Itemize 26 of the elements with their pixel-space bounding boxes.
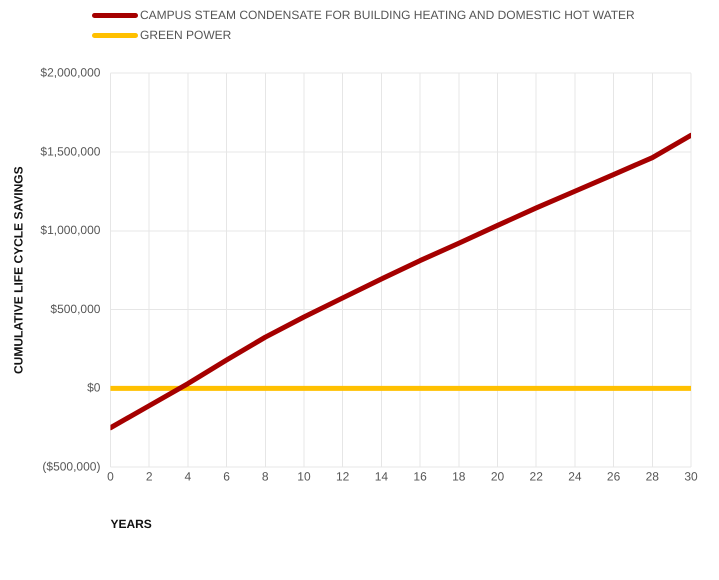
x-tick-label: 18 (452, 470, 466, 484)
x-tick-label: 22 (530, 470, 544, 484)
legend-label: CAMPUS STEAM CONDENSATE FOR BUILDING HEATING AND DOMESTIC HOT WATER (140, 8, 635, 22)
x-tick-label: 16 (413, 470, 428, 484)
x-tick-label: 30 (684, 470, 698, 484)
x-tick-label: 2 (146, 470, 153, 484)
x-axis-title: YEARS (110, 517, 152, 532)
x-tick-label: 26 (606, 470, 621, 484)
x-tick-label: 12 (336, 470, 350, 484)
y-axis-title: CUMULATIVE LIFE CYCLE SAVINGS (12, 166, 26, 374)
x-tick-label: 0 (107, 470, 114, 484)
y-tick-label: $500,000 (50, 302, 101, 316)
y-tick-label: $1,500,000 (40, 144, 101, 158)
x-tick-label: 20 (490, 470, 504, 484)
x-tick-label: 24 (568, 470, 582, 484)
x-tick-label: 8 (262, 470, 269, 484)
y-tick-label: $1,000,000 (40, 223, 101, 238)
x-tick-label: 4 (184, 470, 192, 484)
y-tick-label: ($500,000) (42, 460, 100, 474)
x-tick-label: 28 (646, 470, 660, 484)
y-tick-label: $2,000,000 (40, 66, 101, 80)
y-tick-label: $0 (87, 380, 101, 395)
x-tick-label: 14 (374, 470, 388, 484)
x-tick-label: 10 (297, 470, 311, 484)
legend-label: GREEN POWER (140, 28, 232, 42)
x-tick-label: 6 (223, 470, 230, 484)
